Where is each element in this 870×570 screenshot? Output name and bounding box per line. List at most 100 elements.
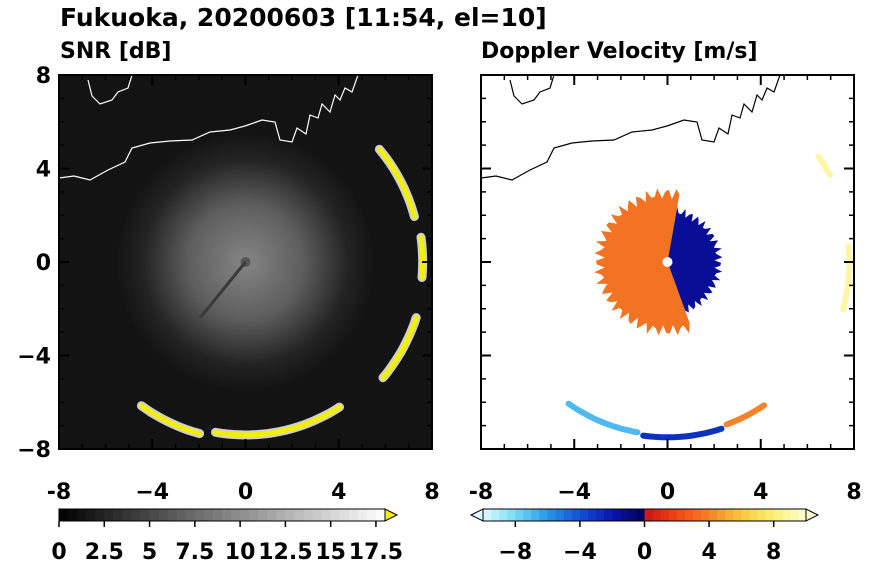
- colorbar-segment: [717, 509, 726, 521]
- snr-ring-echoes: [136, 144, 428, 440]
- y-tick-label: 8: [36, 64, 51, 89]
- colorbar-segment: [203, 509, 214, 521]
- snr-echo-arc: [376, 146, 417, 220]
- doppler-echo-arc: [723, 402, 767, 428]
- y-tick-label: 0: [36, 251, 51, 276]
- x-tick-label: 4: [753, 480, 768, 505]
- colorbar-segment: [240, 509, 250, 521]
- colorbar-segment: [539, 509, 549, 521]
- colorbar-segment: [231, 509, 241, 521]
- doppler-echo-arc: [640, 425, 725, 441]
- snr-coastline: [59, 75, 359, 181]
- y-tick-label: −4: [17, 345, 51, 370]
- colorbar-segment: [357, 509, 368, 521]
- colorbar-extend-max: [805, 508, 820, 522]
- colorbar-segment: [547, 509, 557, 521]
- colorbar-segment: [571, 509, 581, 521]
- colorbar-segment: [701, 509, 710, 521]
- colorbar-segment: [515, 509, 524, 521]
- colorbar-frame: [58, 508, 386, 522]
- doppler-echo-arc: [565, 400, 641, 436]
- colorbar-segment: [294, 509, 304, 521]
- colorbar-segment: [285, 509, 295, 521]
- colorbar-segment: [531, 509, 541, 521]
- colorbar-segment: [122, 509, 132, 521]
- x-tick-label: 4: [331, 480, 346, 505]
- colorbar-tick-label: 2.5: [85, 540, 124, 565]
- doppler-ring-echoes: [565, 153, 853, 441]
- colorbar-tick-label: 17.5: [349, 540, 403, 565]
- colorbar-segment: [158, 509, 169, 521]
- colorbar-segment: [185, 509, 196, 521]
- x-tick-label: 0: [660, 480, 675, 505]
- colorbar-segment: [604, 509, 613, 521]
- colorbar-segment: [612, 509, 621, 521]
- colorbar-segment: [249, 509, 259, 521]
- colorbar-segment: [140, 509, 151, 521]
- y-tick-label: 4: [36, 158, 51, 183]
- x-tick-label: −4: [557, 480, 591, 505]
- x-tick-label: -8: [47, 480, 71, 505]
- snr-axes: -8 −4 0 4 8 8 4 0 −4 −8: [17, 64, 439, 505]
- snr-echo-arc: [213, 404, 342, 438]
- x-tick-label: -8: [469, 480, 493, 505]
- colorbar-segment: [507, 509, 516, 521]
- colorbar-segment: [773, 509, 783, 521]
- colorbar-segment: [749, 509, 759, 521]
- colorbar-segment: [652, 509, 662, 521]
- figure-title: Fukuoka, 20200603 [11:54, el=10]: [60, 3, 547, 32]
- doppler-radar-site-marker: [662, 257, 673, 267]
- colorbar-segment: [676, 509, 686, 521]
- colorbar-segment: [660, 509, 670, 521]
- colorbar-segment: [212, 509, 223, 521]
- doppler-colorbar: −8 −4 0 4 8: [469, 508, 820, 565]
- colorbar-segment: [636, 509, 645, 521]
- colorbar-segment: [258, 509, 268, 521]
- colorbar-segment: [797, 509, 807, 521]
- colorbar-segment: [312, 509, 323, 521]
- colorbar-segment: [789, 509, 799, 521]
- colorbar-tick-label: 0: [51, 540, 66, 565]
- colorbar-segment: [725, 509, 734, 521]
- doppler-echo-blob: [594, 188, 723, 336]
- doppler-receding-sector: [667, 207, 723, 313]
- colorbar-segment: [303, 509, 314, 521]
- doppler-approaching-sector: [594, 188, 690, 336]
- colorbar-segment: [709, 509, 718, 521]
- colorbar-segment: [596, 509, 605, 521]
- colorbar-segment: [620, 509, 629, 521]
- colorbar-tick-label: 0: [637, 540, 652, 565]
- colorbar-segment: [523, 509, 532, 521]
- colorbar-segment: [68, 509, 78, 521]
- colorbar-tick-label: 4: [701, 540, 716, 565]
- colorbar-segment: [276, 509, 286, 521]
- colorbar-segment: [339, 509, 350, 521]
- colorbar-segment: [95, 509, 105, 521]
- colorbar-tick-label: 12.5: [258, 540, 312, 565]
- doppler-panel: Doppler Velocity [m/s] -8 −4 0 4 8: [469, 39, 862, 505]
- colorbar-tick-label: 8: [766, 540, 781, 565]
- colorbar-segment: [684, 509, 694, 521]
- colorbar-segment: [194, 509, 205, 521]
- snr-echo-arc: [138, 403, 203, 437]
- doppler-panel-title: Doppler Velocity [m/s]: [481, 39, 758, 64]
- colorbar-segment: [113, 509, 123, 521]
- colorbar-tick-label: 15: [315, 540, 346, 565]
- colorbar-tick-label: 5: [142, 540, 157, 565]
- colorbar-segment: [757, 509, 767, 521]
- colorbar-segment: [59, 509, 69, 521]
- colorbar-segment: [668, 509, 678, 521]
- doppler-axes: -8 −4 0 4 8: [469, 74, 862, 505]
- colorbar-segment: [267, 509, 277, 521]
- colorbar-segment: [644, 509, 654, 521]
- colorbar-tick-label: −8: [498, 540, 532, 565]
- doppler-echo-arc: [815, 153, 834, 179]
- colorbar-segment: [563, 509, 573, 521]
- colorbar-extend-min: [469, 508, 484, 522]
- y-tick-label: −8: [17, 438, 51, 463]
- doppler-coastline: [481, 75, 781, 181]
- colorbar-segment: [167, 509, 178, 521]
- colorbar-segment: [176, 509, 187, 521]
- colorbar-segment: [77, 509, 87, 521]
- snr-blocked-beam: [198, 261, 247, 319]
